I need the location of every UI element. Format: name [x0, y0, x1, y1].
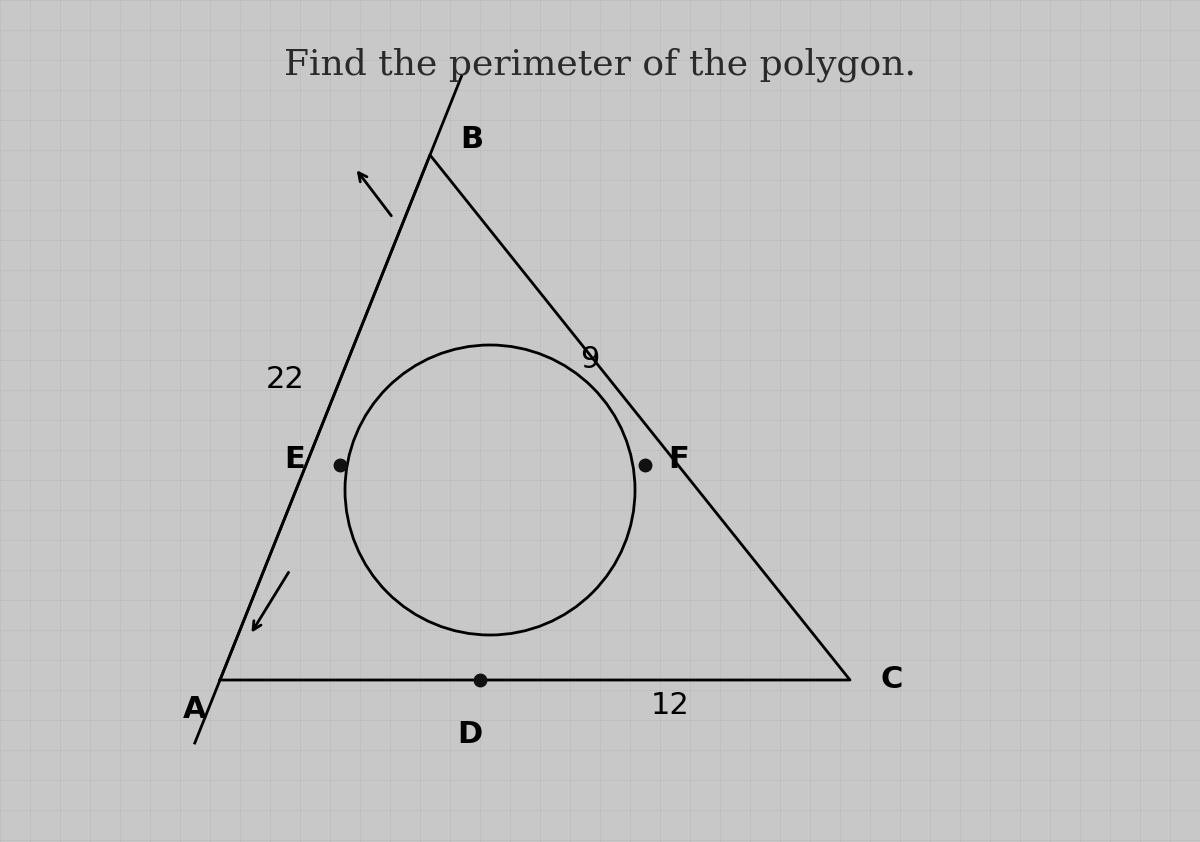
- Text: 22: 22: [265, 365, 305, 395]
- Text: 9: 9: [581, 345, 600, 375]
- Text: A: A: [184, 695, 206, 724]
- Text: F: F: [668, 445, 689, 475]
- Text: 12: 12: [650, 690, 689, 720]
- Text: Find the perimeter of the polygon.: Find the perimeter of the polygon.: [284, 48, 916, 83]
- Text: B: B: [460, 125, 484, 154]
- Text: D: D: [457, 720, 482, 749]
- Text: E: E: [284, 445, 305, 475]
- Text: C: C: [880, 665, 902, 695]
